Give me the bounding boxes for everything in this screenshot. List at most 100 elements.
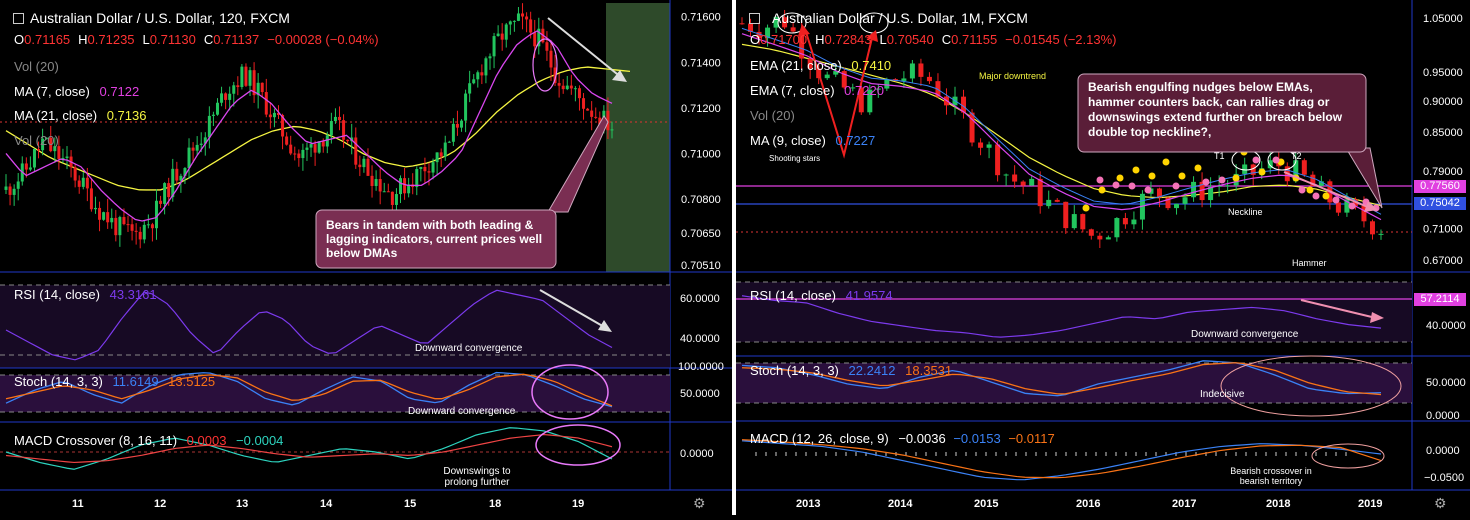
chart-panel-120min[interactable]: 0.71600 0.71400 0.71200 0.71000 0.70800 0.706… [0,0,732,515]
top-marker-dot [1128,182,1136,190]
candle [366,158,370,176]
candle [431,162,435,173]
candle [565,85,569,90]
stoch-d-line [741,362,1382,396]
swing-high-dot [1306,186,1314,194]
swing-high-dot [1148,172,1156,180]
candle [582,98,586,109]
top-marker-dot [1272,156,1280,164]
candle [1225,185,1231,187]
candle [399,178,403,195]
candle [342,120,346,140]
candle [447,141,451,143]
candle [553,67,557,84]
candle [867,89,873,113]
candle [228,93,232,100]
candle [256,82,260,96]
ellipse-mark [859,12,889,34]
top-marker-dot [1202,178,1210,186]
candle [370,175,374,187]
candle [1071,214,1077,229]
chart-canvas-right[interactable]: 1.05000 0.95000 0.90000 0.85000 0.79000 0.710… [736,0,1470,515]
candle [93,207,97,210]
price-tick: 0.85000 [1423,127,1463,139]
price-tick: 1.05000 [1423,13,1463,25]
price-tick: 0.70800 [681,194,721,206]
candle [89,188,93,210]
price-tick: 0.67000 [1423,255,1463,267]
candle [1182,197,1188,204]
candle [1156,188,1162,198]
candle [961,96,967,113]
candle [403,178,407,194]
top-marker-dot [1252,156,1260,164]
candle [521,13,525,17]
candle [85,177,89,189]
price-axis: 1.05000 0.95000 0.90000 0.85000 0.79000 0.710… [1423,13,1463,267]
candle [496,33,500,37]
arrow-head [1370,312,1384,323]
annotation-drawings [315,17,627,466]
candle [232,85,236,94]
candle [28,167,32,170]
rsi-arrow [1300,299,1377,319]
candle [935,81,941,97]
candle [909,63,915,79]
candle [207,115,211,138]
candle [248,70,252,86]
candle [549,50,553,68]
candle [472,79,476,84]
candle [594,116,598,118]
candle [569,85,573,89]
candle [199,143,203,145]
candle [163,183,167,204]
candle [545,42,549,51]
candle [1335,202,1341,213]
arrow-head [866,30,878,42]
candle [37,148,41,151]
candle [309,144,313,148]
candle [790,27,796,32]
candle [224,93,228,100]
candle [782,17,788,28]
candle [824,74,830,79]
top-marker-dot [1096,176,1104,184]
candle [590,110,594,117]
candle [191,147,195,151]
candle [415,169,419,188]
candle [49,137,53,152]
candle [557,83,561,86]
candle [77,180,81,187]
candle [1012,174,1018,182]
top-marker-dot [1112,181,1120,189]
candle [1250,164,1256,175]
trend-arrow [1283,171,1371,209]
arrow-head [1364,201,1378,212]
ema21-line [741,43,1382,207]
candle [138,231,142,240]
candle [102,212,106,220]
candle [264,92,268,115]
candle [1208,186,1214,201]
candle [1378,233,1384,235]
candle [995,144,1001,176]
candle [1088,229,1094,236]
stoch-d-line [5,373,613,407]
ellipse-mark [531,364,609,420]
candle [110,217,114,223]
chart-panel-monthly[interactable]: 1.05000 0.95000 0.90000 0.85000 0.79000 0.710… [736,0,1470,515]
chart-canvas-left[interactable]: 0.71600 0.71400 0.71200 0.71000 0.70800 0.706… [0,0,732,515]
ma21-line [5,66,631,191]
panel-divider [732,0,736,515]
candle [529,19,533,33]
candle [500,33,504,40]
candle [1097,235,1103,240]
candle [765,27,771,39]
signal-line [5,433,613,464]
swing-high-dot [1098,186,1106,194]
candle [1029,178,1035,186]
price-tick: 0.71000 [1423,224,1463,236]
rsi-line [5,289,613,361]
candle [1080,214,1086,230]
candle [65,156,69,158]
